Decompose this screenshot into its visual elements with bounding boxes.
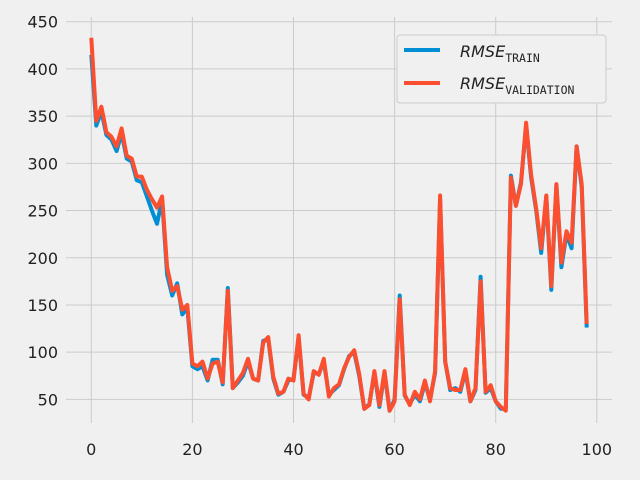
y-tick-label: 450 [27,13,58,32]
grid-lines [66,17,612,423]
legend: RMSETRAIN RMSEVALIDATION [396,34,607,104]
x-tick-label: 40 [283,440,303,459]
y-tick-label: 200 [27,249,58,268]
legend-label-validation: RMSEVALIDATION [460,74,574,97]
y-tick-label: 400 [27,60,58,79]
y-tick-label: 50 [38,390,58,409]
x-tick-labels: 0 20 40 60 80 100 [86,440,612,459]
legend-box [396,34,607,104]
x-tick-label: 100 [582,440,613,459]
y-tick-label: 150 [27,296,58,315]
legend-label-train-main: RMSE [460,42,506,61]
series-layer [89,37,589,413]
x-tick-label: 20 [182,440,202,459]
x-tick-label: 0 [86,440,96,459]
y-tick-label: 100 [27,343,58,362]
legend-label-validation-main: RMSE [460,74,506,93]
y-tick-label: 300 [27,154,58,173]
x-tick-label: 60 [384,440,404,459]
y-tick-label: 350 [27,107,58,126]
legend-label-validation-sub: VALIDATION [505,83,574,97]
x-tick-label: 80 [486,440,506,459]
series-line-validation [89,37,589,413]
legend-label-train: RMSETRAIN [460,42,540,65]
y-tick-labels: 50 100 150 200 250 300 350 400 450 [27,13,58,410]
y-tick-label: 250 [27,202,58,221]
legend-label-train-sub: TRAIN [505,51,540,65]
